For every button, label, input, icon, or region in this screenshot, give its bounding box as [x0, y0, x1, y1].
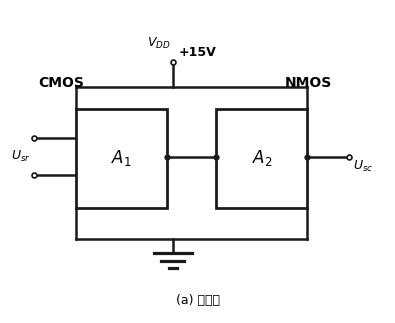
Text: $V_{DD}$: $V_{DD}$: [147, 36, 171, 51]
Text: $U_{sr}$: $U_{sr}$: [11, 149, 31, 164]
Text: +15V: +15V: [179, 46, 216, 59]
Bar: [216, 109, 307, 208]
Text: $U_{sc}$: $U_{sc}$: [353, 159, 373, 174]
Text: CMOS: CMOS: [38, 76, 84, 90]
Text: NMOS: NMOS: [285, 76, 332, 90]
Text: (a) 电路图: (a) 电路图: [175, 294, 220, 307]
Bar: [76, 109, 167, 208]
Text: $A_2$: $A_2$: [252, 148, 272, 168]
Text: $A_1$: $A_1$: [111, 148, 132, 168]
